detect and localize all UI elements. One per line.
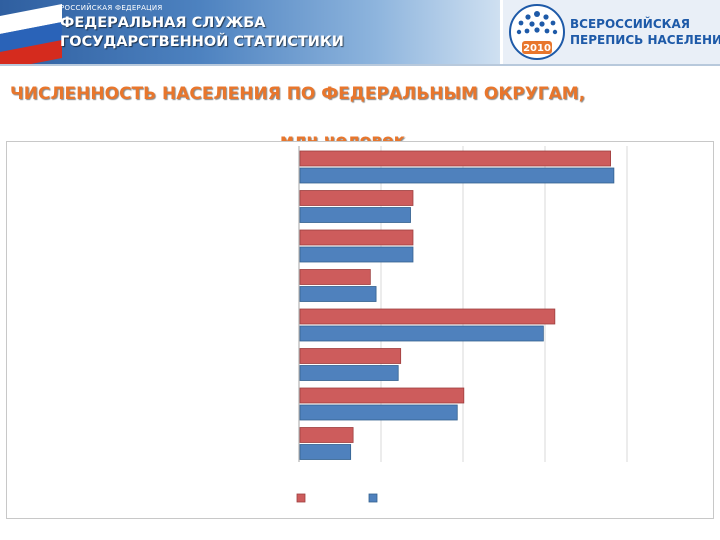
chart-frame	[6, 141, 714, 519]
header-banner: РОССИЙСКАЯ ФЕДЕРАЦИЯ ФЕДЕРАЛЬНАЯ СЛУЖБА …	[0, 0, 500, 64]
bar-series1-6	[299, 348, 402, 364]
bar-series2-5	[299, 325, 544, 342]
bar-series2-4	[299, 286, 377, 302]
bar-series1-1	[299, 150, 612, 167]
census-name-line2: ПЕРЕПИСЬ НАСЕЛЕНИЯ	[570, 33, 720, 47]
page-subtitle: млн человек	[280, 131, 406, 142]
legend-swatch-series2	[368, 493, 378, 503]
agency-name-line1: ФЕДЕРАЛЬНАЯ СЛУЖБА	[60, 15, 266, 31]
bar-series1-7	[299, 387, 465, 404]
bar-series2-8	[299, 444, 352, 460]
agency-name-line2: ГОСУДАРСТВЕННОЙ СТАТИСТИКИ	[60, 34, 344, 50]
bar-series2-6	[299, 365, 399, 381]
russian-flag-icon	[0, 4, 62, 64]
bar-series1-4	[299, 269, 371, 285]
bar-series1-2	[299, 190, 414, 206]
census-logo-icon: 2010	[509, 4, 565, 60]
header-divider	[0, 64, 720, 66]
census-year-label: 2010	[523, 43, 551, 54]
bar-series2-2	[299, 207, 411, 223]
legend-swatch-series1	[296, 493, 306, 503]
bar-series1-5	[299, 308, 556, 325]
bar-series2-7	[299, 404, 458, 421]
bar-chart	[296, 146, 628, 503]
agency-superscript: РОССИЙСКАЯ ФЕДЕРАЦИЯ	[60, 4, 163, 12]
bar-series2-3	[299, 246, 414, 263]
page-title: ЧИСЛЕННОСТЬ НАСЕЛЕНИЯ ПО ФЕДЕРАЛЬНЫМ ОКР…	[10, 84, 586, 104]
bar-series1-8	[299, 427, 354, 443]
census-name-line1: ВСЕРОССИЙСКАЯ	[570, 17, 690, 31]
bar-series2-1	[299, 167, 615, 184]
bar-series1-3	[299, 229, 414, 246]
